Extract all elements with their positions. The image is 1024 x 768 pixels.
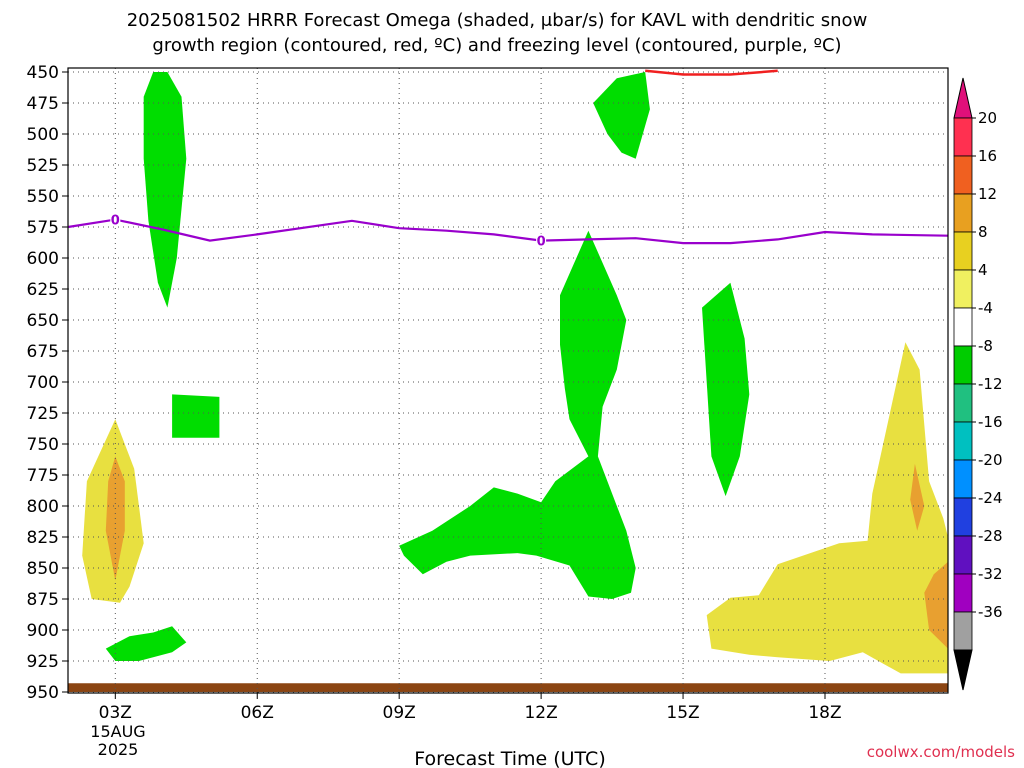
colorbar-segment-6 (953, 345, 973, 385)
y-tick-label-925: 925 (27, 652, 59, 672)
grid-layer (68, 68, 948, 693)
date-label-day: 15AUG (90, 722, 145, 741)
colorbar-segment-2 (953, 193, 973, 233)
omega-region-11 (68, 683, 948, 692)
colorbar-label-7: -12 (978, 375, 1003, 393)
x-tick-label-12Z: 12Z (524, 703, 557, 723)
x-axis-label: Forecast Time (UTC) (414, 748, 605, 768)
freezing-level-label-1: 0 (537, 235, 546, 250)
colorbar-label-8: -16 (978, 413, 1003, 431)
y-tick-label-450: 450 (27, 63, 59, 83)
colorbar-bottom-arrow (953, 649, 973, 691)
y-tick-label-650: 650 (27, 311, 59, 331)
omega-region-9 (910, 463, 925, 531)
freezing-level-label-bg-1 (536, 233, 547, 248)
contour-layer: 00 (67, 69, 949, 250)
omega-region-7 (706, 342, 948, 674)
colorbar-segment-13 (953, 611, 973, 651)
colorbar-label-2: 12 (978, 185, 997, 203)
y-tick-label-825: 825 (27, 528, 59, 548)
colorbar-segment-11 (953, 535, 973, 575)
date-label-year: 2025 (98, 740, 139, 759)
chart-title-line1: 2025081502 HRRR Forecast Omega (shaded, … (127, 10, 868, 31)
freezing-level-label-0: 0 (111, 214, 120, 229)
colorbar-label-0: 20 (978, 109, 997, 127)
colorbar-segment-4 (953, 269, 973, 309)
y-tick-label-775: 775 (27, 466, 59, 486)
colorbar-segment-12 (953, 573, 973, 613)
colorbar-label-13: -36 (978, 603, 1003, 621)
colorbar-label-9: -20 (978, 451, 1003, 469)
y-tick-label-475: 475 (27, 94, 59, 114)
watermark: coolwx.com/models (867, 743, 1015, 761)
colorbar-segment-5 (953, 307, 973, 347)
omega-region-2 (172, 394, 220, 438)
y-tick-label-800: 800 (27, 497, 59, 517)
y-tick-label-500: 500 (27, 125, 59, 145)
omega-region-3 (105, 626, 187, 661)
omega-region-4 (399, 230, 636, 599)
plot-area: 00 (67, 67, 949, 694)
omega-region-5 (702, 282, 750, 497)
y-axis: 450 475 500 525 550 575 600 625 650 675 700 725 750 7… (27, 63, 68, 703)
omega-shading-layer (68, 72, 948, 692)
y-tick-label-850: 850 (27, 559, 59, 579)
colorbar-segment-9 (953, 459, 973, 499)
y-tick-label-675: 675 (27, 342, 59, 362)
freezing-level-line (67, 218, 949, 245)
y-tick-label-950: 950 (27, 683, 59, 703)
colorbar-segment-7 (953, 383, 973, 423)
colorbar: 20 16 12 8 4 -4 -8 -12 -16 -20 -24 -28 -32 -36 (953, 77, 1003, 691)
y-tick-label-600: 600 (27, 249, 59, 269)
chart-title-line2: growth region (contoured, red, ºC) and f… (152, 35, 841, 56)
colorbar-segment-8 (953, 421, 973, 461)
colorbar-segment-1 (953, 155, 973, 195)
colorbar-label-10: -24 (978, 489, 1003, 507)
colorbar-label-3: 8 (978, 223, 988, 241)
colorbar-label-1: 16 (978, 147, 997, 165)
x-tick-label-09Z: 09Z (383, 703, 416, 723)
omega-region-10 (924, 561, 948, 649)
y-tick-label-525: 525 (27, 156, 59, 176)
x-tick-label-18Z: 18Z (808, 703, 841, 723)
y-tick-label-900: 900 (27, 621, 59, 641)
y-tick-label-750: 750 (27, 435, 59, 455)
y-tick-label-875: 875 (27, 590, 59, 610)
omega-region-1 (593, 72, 650, 159)
y-tick-label-575: 575 (27, 218, 59, 238)
x-tick-label-15Z: 15Z (666, 703, 699, 723)
colorbar-top-arrow (953, 77, 973, 119)
y-tick-label-550: 550 (27, 187, 59, 207)
colorbar-segment-10 (953, 497, 973, 537)
y-tick-label-625: 625 (27, 280, 59, 300)
y-tick-label-725: 725 (27, 404, 59, 424)
dgz-contour-line (645, 69, 778, 76)
colorbar-label-6: -8 (978, 337, 993, 355)
colorbar-segment-3 (953, 231, 973, 271)
freezing-level-label-bg-0 (110, 212, 121, 227)
x-tick-label-03Z: 03Z (99, 703, 132, 723)
omega-region-0 (143, 72, 187, 308)
plot-frame (67, 67, 949, 694)
colorbar-segment-0 (953, 117, 973, 157)
colorbar-label-11: -28 (978, 527, 1003, 545)
colorbar-label-5: -4 (978, 299, 993, 317)
colorbar-label-12: -32 (978, 565, 1003, 583)
x-tick-label-06Z: 06Z (241, 703, 274, 723)
y-tick-label-700: 700 (27, 373, 59, 393)
x-axis: 03Z 06Z 09Z 12Z 15Z 18Z (99, 692, 842, 723)
colorbar-label-4: 4 (978, 261, 988, 279)
